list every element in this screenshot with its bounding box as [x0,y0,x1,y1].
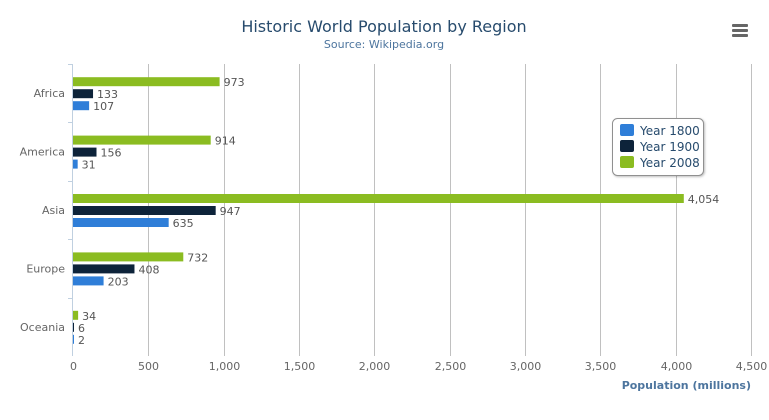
category-label: Oceania [20,321,65,334]
category-label: Asia [42,204,65,217]
bar-year-1800[interactable] [73,218,169,227]
bars [73,77,684,344]
legend-swatch[interactable] [620,140,634,152]
labels: 0 500 1,000 1,500 2,000 2,500 3,000 3,500 4,000 4… [20,76,768,373]
data-label: 947 [220,205,241,218]
tick-label: 2,000 [359,360,391,373]
chart-subtitle: Source: Wikipedia.org [324,38,444,51]
chart-title: Historic World Population by Region [241,17,526,36]
data-label: 408 [138,263,159,276]
data-label: 2 [78,334,85,347]
legend-swatch[interactable] [620,124,634,136]
data-label: 6 [78,322,85,335]
data-label: 156 [101,147,122,160]
value-axis-title: Population (millions) [622,379,751,392]
category-label: Africa [34,87,65,100]
legend-item[interactable]: Year 1900 [639,140,700,154]
data-label: 107 [93,100,114,113]
tick-label: 1,000 [209,360,241,373]
tick-label: 3,500 [585,360,617,373]
tick-label: 1,500 [284,360,316,373]
tick-label: 4,000 [661,360,693,373]
bar-year-2008[interactable] [73,252,184,262]
bar-year-1900[interactable] [73,322,74,332]
bar-year-2008[interactable] [73,77,220,87]
bar-year-1900[interactable] [73,264,135,274]
tick-label: 500 [138,360,159,373]
tick-label: 3,000 [510,360,542,373]
legend-box [612,118,704,176]
bar-year-1800[interactable] [73,276,104,286]
data-label: 31 [82,159,96,172]
data-label: 4,054 [688,193,720,206]
legend-swatch[interactable] [620,156,634,168]
data-label: 635 [173,217,194,230]
bar-year-1800[interactable] [73,101,90,111]
legend[interactable]: Year 1800 Year 1900 Year 2008 [612,118,704,176]
legend-item[interactable]: Year 2008 [639,156,700,170]
data-label: 973 [224,76,245,89]
legend-item[interactable]: Year 1800 [639,124,700,138]
bar-year-1900[interactable] [73,206,216,215]
data-label: 732 [187,251,208,264]
hamburger-menu-icon[interactable] [731,22,749,38]
bar-year-1900[interactable] [73,89,94,99]
tick-label: 4,500 [736,360,768,373]
tick-label: 2,500 [435,360,467,373]
data-label: 914 [215,135,236,148]
bar-year-1800[interactable] [73,159,78,169]
data-label: 34 [82,310,96,323]
tick-label: 0 [70,360,77,373]
category-label: America [20,146,65,159]
bar-year-1800[interactable] [73,334,74,344]
bar-year-2008[interactable] [73,135,211,145]
data-label: 133 [97,88,118,101]
bar-year-2008[interactable] [73,310,79,320]
category-label: Europe [26,262,65,275]
data-label: 203 [108,275,129,288]
bar-year-1900[interactable] [73,147,97,157]
bar-year-2008[interactable] [73,194,684,203]
